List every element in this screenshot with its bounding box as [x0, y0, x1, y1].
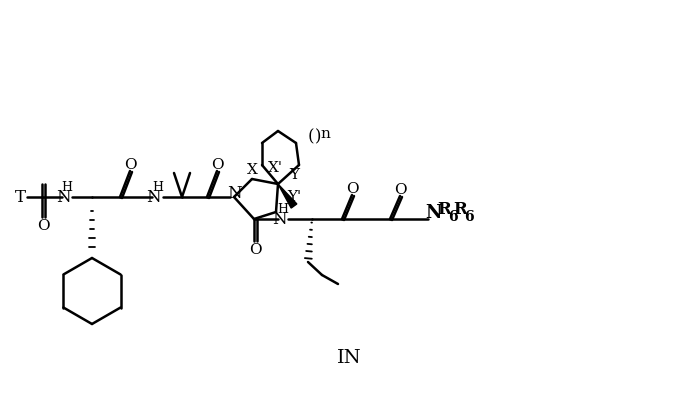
Text: Y': Y'	[287, 190, 301, 203]
Text: H: H	[278, 203, 288, 216]
Text: IN: IN	[336, 348, 362, 366]
Polygon shape	[278, 184, 297, 209]
Text: (: (	[308, 128, 314, 145]
Text: O: O	[211, 158, 223, 172]
Text: T: T	[15, 189, 26, 206]
Text: R: R	[437, 201, 451, 218]
Text: O: O	[346, 182, 358, 196]
Text: 6: 6	[464, 209, 474, 223]
Text: ): )	[315, 128, 321, 145]
Text: X': X'	[267, 160, 283, 174]
Text: 6: 6	[448, 209, 458, 223]
Text: R: R	[453, 201, 467, 218]
Text: N: N	[56, 189, 70, 206]
Text: X: X	[246, 162, 258, 176]
Text: N: N	[272, 211, 286, 228]
Text: H: H	[61, 181, 73, 194]
Text: N: N	[146, 189, 161, 206]
Text: n: n	[320, 127, 330, 141]
Text: O: O	[37, 219, 50, 233]
Text: N: N	[426, 203, 443, 221]
Text: H: H	[152, 181, 163, 194]
Text: O: O	[248, 242, 261, 256]
Text: O: O	[124, 158, 136, 172]
Text: N: N	[227, 185, 242, 202]
Text: Y: Y	[289, 168, 299, 182]
Text: O: O	[394, 182, 406, 196]
